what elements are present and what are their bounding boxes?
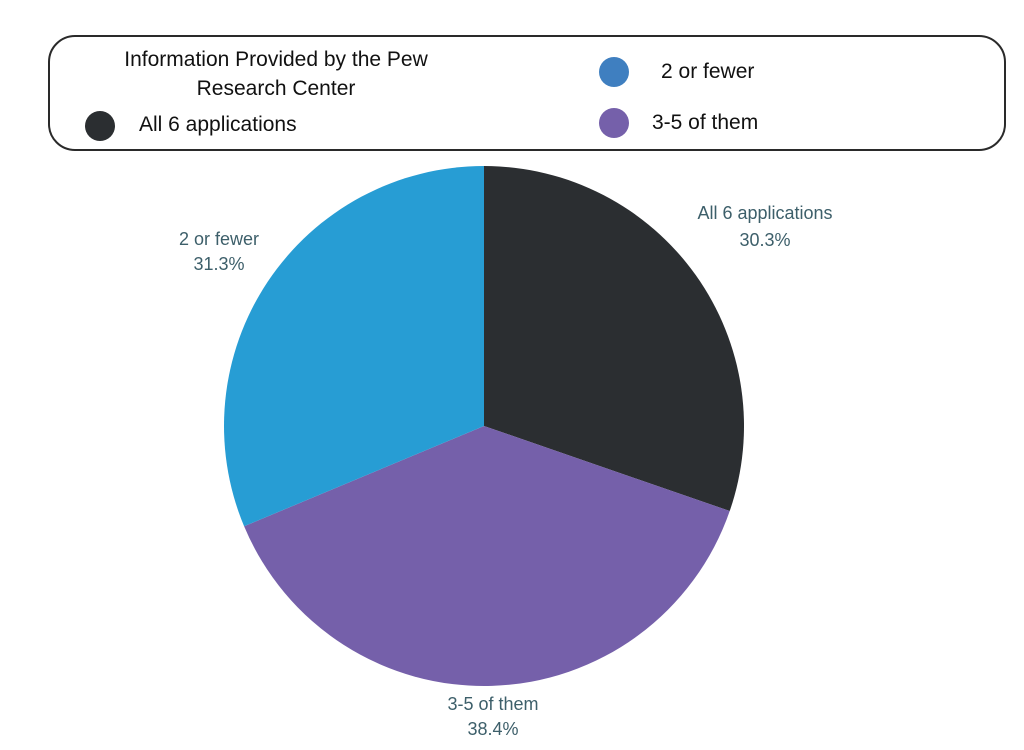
slice-2-or-fewer: [224, 166, 484, 527]
legend: Information Provided by the Pew Research…: [48, 35, 1006, 151]
legend-item-3-5: 3-5 of them: [599, 108, 758, 138]
slice-pct-3-5: 38.4%: [467, 719, 518, 739]
legend-label-2-or-fewer: 2 or fewer: [661, 60, 754, 83]
legend-item-all-6: All 6 applications: [85, 111, 297, 141]
slice-all-6-applications: [484, 166, 745, 511]
legend-swatch-3-5: [599, 108, 629, 138]
slice-3-5-of-them: [244, 426, 730, 686]
slice-label-3-5: 3-5 of them: [447, 694, 538, 714]
legend-title-line-2: Research Center: [197, 77, 356, 100]
legend-label-all-6: All 6 applications: [139, 113, 297, 136]
slice-label-all-6: All 6 applications: [697, 203, 832, 223]
legend-label-3-5: 3-5 of them: [652, 111, 758, 134]
legend-swatch-2-or-fewer: [599, 57, 629, 87]
slice-pct-2-or-fewer: 31.3%: [193, 254, 244, 274]
slice-labels: All 6 applications 30.3% 3-5 of them 38.…: [179, 203, 833, 739]
legend-swatch-all-6: [85, 111, 115, 141]
slice-pct-all-6: 30.3%: [739, 230, 790, 250]
legend-item-2-or-fewer: 2 or fewer: [599, 57, 754, 87]
pie-slices: [224, 166, 745, 686]
legend-frame: [48, 35, 1006, 151]
legend-title-line-1: Information Provided by the Pew: [124, 48, 428, 71]
slice-label-2-or-fewer: 2 or fewer: [179, 229, 259, 249]
